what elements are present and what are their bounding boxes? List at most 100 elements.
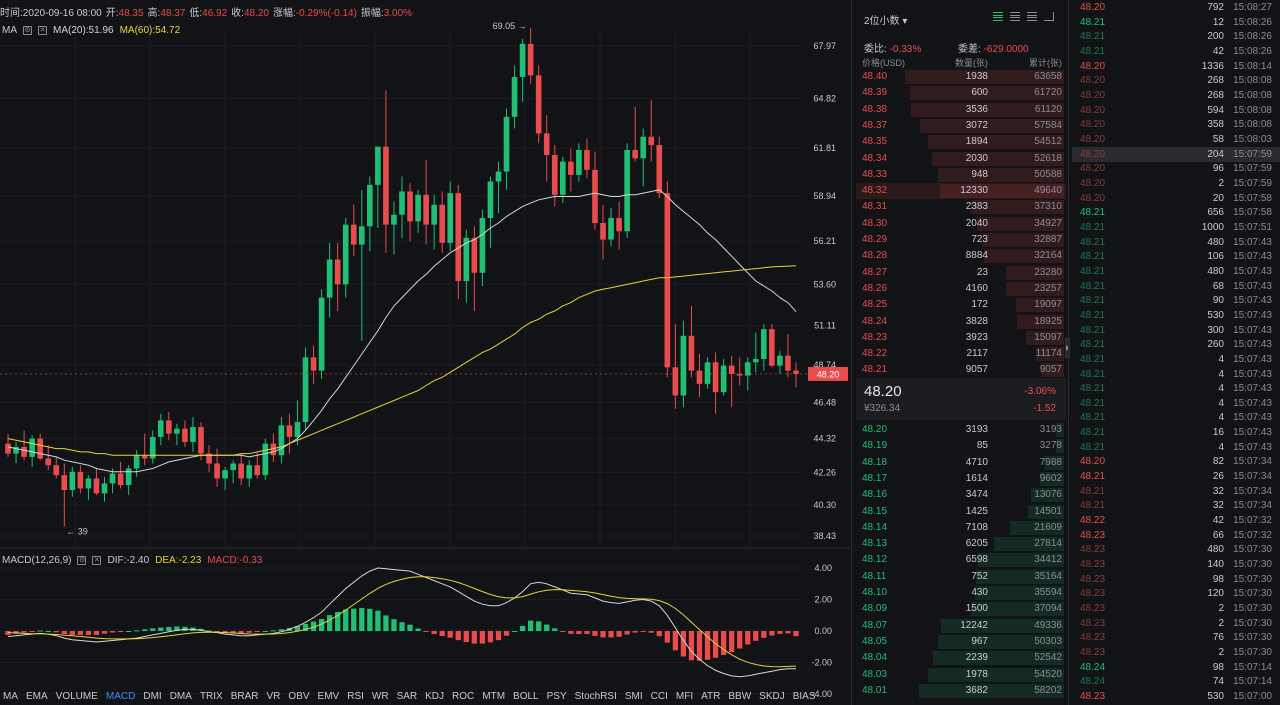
trade-row[interactable]: 48.20 268 15:08:08: [1072, 73, 1280, 88]
trade-row[interactable]: 48.23 2 15:07:30: [1072, 645, 1280, 660]
indicator-tab-volume[interactable]: VOLUME: [55, 691, 98, 702]
bid-row[interactable]: 48.05 967 50303: [856, 634, 1066, 650]
bid-row[interactable]: 48.09 1500 37094: [856, 601, 1066, 617]
trade-row[interactable]: 48.21 656 15:07:58: [1072, 205, 1280, 220]
asks-only-icon[interactable]: [1027, 12, 1037, 21]
trade-row[interactable]: 48.20 792 15:08:27: [1072, 0, 1280, 15]
close-icon[interactable]: ✕: [92, 555, 102, 565]
expand-icon[interactable]: [1044, 12, 1054, 21]
ask-row[interactable]: 48.33 948 50588: [856, 167, 1066, 183]
bid-row[interactable]: 48.14 7108 21609: [856, 520, 1066, 536]
trade-row[interactable]: 48.21 68 15:07:43: [1072, 279, 1280, 294]
indicator-tab-emv[interactable]: EMV: [317, 691, 340, 702]
trade-row[interactable]: 48.21 106 15:07:43: [1072, 249, 1280, 264]
bid-row[interactable]: 48.07 12242 49336: [856, 618, 1066, 634]
trade-row[interactable]: 48.21 16 15:07:43: [1072, 425, 1280, 440]
kline-chart-panel[interactable]: 67.97 64.82 61.81 58.94 56.21 53.60 51.11 48.74…: [0, 0, 850, 705]
indicator-tab-mtm[interactable]: MTM: [482, 691, 506, 702]
ask-row[interactable]: 48.39 600 61720: [856, 85, 1066, 101]
indicator-tab-mfi[interactable]: MFI: [675, 691, 694, 702]
ask-row[interactable]: 48.29 723 32887: [856, 232, 1066, 248]
trade-row[interactable]: 48.21 300 15:07:43: [1072, 323, 1280, 338]
bid-row[interactable]: 48.13 6205 27814: [856, 536, 1066, 552]
trade-row[interactable]: 48.21 4 15:07:43: [1072, 396, 1280, 411]
trade-row[interactable]: 48.21 4 15:07:43: [1072, 367, 1280, 382]
bid-row[interactable]: 48.15 1425 14501: [856, 504, 1066, 520]
bid-row[interactable]: 48.20 3193 3193: [856, 422, 1066, 438]
trade-row[interactable]: 48.21 200 15:08:26: [1072, 29, 1280, 44]
bid-row[interactable]: 48.11 752 35164: [856, 569, 1066, 585]
trade-row[interactable]: 48.22 42 15:07:32: [1072, 513, 1280, 528]
indicator-tab-obv[interactable]: OBV: [288, 691, 310, 702]
ask-row[interactable]: 48.23 3923 15097: [856, 330, 1066, 346]
trade-row[interactable]: 48.21 1000 15:07:51: [1072, 220, 1280, 235]
indicator-tab-trix[interactable]: TRIX: [199, 691, 223, 702]
ask-row[interactable]: 48.25 172 19097: [856, 297, 1066, 313]
ask-row[interactable]: 48.35 1894 54512: [856, 134, 1066, 150]
indicator-tab-kdj[interactable]: KDJ: [425, 691, 445, 702]
trade-row[interactable]: 48.24 98 15:07:14: [1072, 660, 1280, 675]
trade-row[interactable]: 48.23 530 15:07:00: [1072, 689, 1280, 704]
trade-row[interactable]: 48.21 26 15:07:34: [1072, 469, 1280, 484]
trade-row[interactable]: 48.24 74 15:07:14: [1072, 674, 1280, 689]
indicator-tab-rsi[interactable]: RSI: [347, 691, 364, 702]
indicator-tab-skdj[interactable]: SKDJ: [759, 691, 785, 702]
ask-row[interactable]: 48.28 8884 32164: [856, 248, 1066, 264]
trade-row[interactable]: 48.20 594 15:08:08: [1072, 103, 1280, 118]
ask-row[interactable]: 48.26 4160 23257: [856, 281, 1066, 297]
indicator-tab-sar[interactable]: SAR: [396, 691, 418, 702]
trade-row[interactable]: 48.20 96 15:07:59: [1072, 161, 1280, 176]
ask-row[interactable]: 48.37 3072 57584: [856, 118, 1066, 134]
trade-row[interactable]: 48.21 480 15:07:43: [1072, 264, 1280, 279]
bid-row[interactable]: 48.17 1614 9602: [856, 471, 1066, 487]
trade-row[interactable]: 48.21 4 15:07:43: [1072, 352, 1280, 367]
indicator-tab-atr[interactable]: ATR: [701, 691, 721, 702]
trade-row[interactable]: 48.21 530 15:07:43: [1072, 308, 1280, 323]
bid-row[interactable]: 48.16 3474 13076: [856, 487, 1066, 503]
trade-row[interactable]: 48.21 4 15:07:43: [1072, 381, 1280, 396]
bid-row[interactable]: 48.18 4710 7988: [856, 455, 1066, 471]
collapse-handle-icon[interactable]: [1065, 338, 1070, 358]
precision-select[interactable]: 2位小数 ▾: [864, 16, 908, 27]
trade-row[interactable]: 48.23 66 15:07:32: [1072, 528, 1280, 543]
chart-canvas[interactable]: 67.97 64.82 61.81 58.94 56.21 53.60 51.11 48.74…: [0, 0, 850, 705]
indicator-tab-stochrsi[interactable]: StochRSI: [574, 691, 617, 702]
ask-row[interactable]: 48.38 3536 61120: [856, 102, 1066, 118]
bid-row[interactable]: 48.19 85 3278: [856, 438, 1066, 454]
ask-row[interactable]: 48.34 2030 52618: [856, 151, 1066, 167]
trade-row[interactable]: 48.20 204 15:07:59: [1072, 146, 1280, 162]
indicator-tab-macd[interactable]: MACD: [105, 691, 136, 702]
trade-row[interactable]: 48.20 358 15:08:08: [1072, 117, 1280, 132]
trade-row[interactable]: 48.21 90 15:07:43: [1072, 293, 1280, 308]
indicator-tab-boll[interactable]: BOLL: [513, 691, 539, 702]
trade-row[interactable]: 48.23 140 15:07:30: [1072, 557, 1280, 572]
indicator-tab-vr[interactable]: VR: [266, 691, 281, 702]
indicator-tab-wr[interactable]: WR: [371, 691, 389, 702]
close-icon[interactable]: ✕: [38, 25, 47, 35]
ask-row[interactable]: 48.27 23 23280: [856, 265, 1066, 281]
indicator-tab-dmi[interactable]: DMI: [143, 691, 162, 702]
trade-row[interactable]: 48.20 1336 15:08:14: [1072, 59, 1280, 74]
ask-row[interactable]: 48.31 2383 37310: [856, 199, 1066, 215]
trade-row[interactable]: 48.21 32 15:07:34: [1072, 498, 1280, 513]
trade-row[interactable]: 48.23 76 15:07:30: [1072, 630, 1280, 645]
ask-row[interactable]: 48.22 2117 11174: [856, 346, 1066, 362]
trade-row[interactable]: 48.23 120 15:07:30: [1072, 586, 1280, 601]
indicator-tab-roc[interactable]: ROC: [452, 691, 475, 702]
bid-row[interactable]: 48.12 6598 34412: [856, 552, 1066, 568]
trade-row[interactable]: 48.23 2 15:07:30: [1072, 601, 1280, 616]
indicator-tab-ema[interactable]: EMA: [26, 691, 48, 702]
bid-row[interactable]: 48.10 430 35594: [856, 585, 1066, 601]
trade-row[interactable]: 48.20 20 15:07:58: [1072, 191, 1280, 206]
trade-row[interactable]: 48.23 480 15:07:30: [1072, 542, 1280, 557]
trade-row[interactable]: 48.21 260 15:07:43: [1072, 337, 1280, 352]
trade-row[interactable]: 48.21 12 15:08:26: [1072, 15, 1280, 30]
ask-row[interactable]: 48.21 9057 9057: [856, 362, 1066, 378]
ask-row[interactable]: 48.40 1938 63658: [856, 69, 1066, 85]
bid-row[interactable]: 48.03 1978 54520: [856, 667, 1066, 683]
indicator-tab-bias[interactable]: BIAS: [792, 691, 816, 702]
trade-row[interactable]: 48.21 4 15:07:43: [1072, 440, 1280, 455]
bid-row[interactable]: 48.04 2239 52542: [856, 650, 1066, 666]
trade-row[interactable]: 48.20 268 15:08:08: [1072, 88, 1280, 103]
indicator-tab-psy[interactable]: PSY: [546, 691, 567, 702]
